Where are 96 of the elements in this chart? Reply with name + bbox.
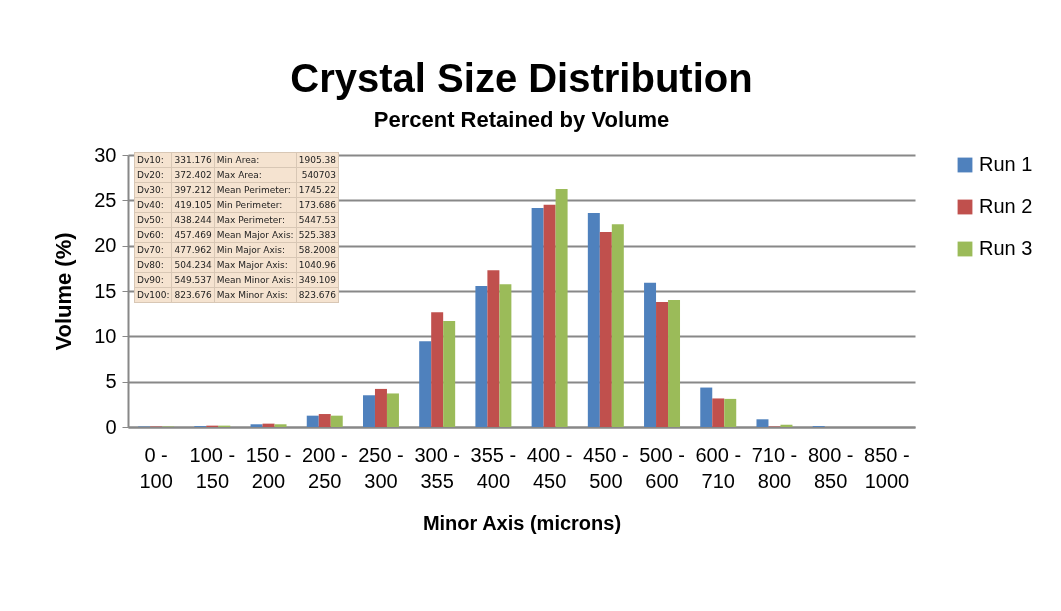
legend-label: Run 3 <box>979 237 1033 259</box>
annotation: Mean Minor Axis: <box>214 272 297 288</box>
annotation: 1905.38 <box>296 152 339 168</box>
y-axis-title: Volume (%) <box>51 232 77 351</box>
bar <box>318 414 331 427</box>
annotation: 173.686 <box>296 197 339 213</box>
x-tick-label: 450 - 500 <box>583 443 629 492</box>
x-tick-label: 850 - 1000 <box>864 443 910 492</box>
annotation: Dv80: <box>134 257 172 273</box>
y-tick-label: 20 <box>94 234 117 257</box>
x-tick-label: 250 - 300 <box>358 443 404 492</box>
x-tick-label: 100 - 150 <box>189 443 236 492</box>
annotation: 540703 <box>296 167 339 183</box>
annotation: Max Minor Axis: <box>214 287 297 303</box>
x-tick-label: 710 - 800 <box>751 443 798 492</box>
annotation: 823.676 <box>296 287 339 303</box>
annotation: 504.234 <box>171 257 215 273</box>
annotation: 58.2008 <box>296 242 339 258</box>
bar <box>611 224 624 427</box>
annotation: 419.105 <box>171 197 215 213</box>
bar <box>724 398 737 427</box>
annotation: 477.962 <box>171 242 215 258</box>
bar <box>700 387 713 427</box>
annotation: Mean Perimeter: <box>214 182 297 198</box>
annotation: Dv100: <box>134 287 172 303</box>
x-tick-label: 800 - 850 <box>807 443 854 492</box>
annotation: Dv50: <box>134 212 172 228</box>
x-axis-title: Minor Axis (microns) <box>422 511 622 534</box>
bar <box>431 312 444 427</box>
bar <box>543 204 556 427</box>
annotation: Dv70: <box>134 242 172 258</box>
y-tick-label: 0 <box>105 415 117 438</box>
annotation: Max Perimeter: <box>214 212 297 228</box>
annotation: Min Area: <box>214 152 297 168</box>
bar <box>419 341 432 427</box>
x-tick-label: 355 - 400 <box>470 443 517 492</box>
annotation: Dv90: <box>134 272 172 288</box>
bar <box>587 213 600 427</box>
annotation: 349.109 <box>296 272 339 288</box>
x-tick-label: 200 - 250 <box>301 443 348 492</box>
bar <box>386 393 399 427</box>
annotation: Min Major Axis: <box>214 242 297 258</box>
annotation: Min Perimeter: <box>214 197 297 213</box>
bar <box>656 301 669 427</box>
bar <box>475 286 488 427</box>
bar <box>374 388 387 427</box>
annotation: 331.176 <box>171 152 215 168</box>
bar <box>250 424 263 427</box>
bar <box>443 320 456 427</box>
annotation: 397.212 <box>171 182 215 198</box>
annotation: Max Area: <box>214 167 297 183</box>
bar <box>499 284 512 427</box>
bar <box>668 300 681 427</box>
legend-label: Run 1 <box>979 153 1033 175</box>
bar <box>555 189 568 427</box>
annotation: 1040.96 <box>296 257 339 273</box>
bar <box>274 424 287 427</box>
x-tick-label: 400 - 450 <box>526 443 573 492</box>
legend-label: Run 2 <box>979 195 1033 217</box>
chart-subtitle: Percent Retained by Volume <box>373 107 670 132</box>
annotation: 549.537 <box>171 272 215 288</box>
annotation: 1745.22 <box>296 182 339 198</box>
bar <box>531 208 544 427</box>
annotation: Dv40: <box>134 197 172 213</box>
bar <box>599 232 612 427</box>
bar <box>712 398 725 427</box>
y-tick-label: 5 <box>105 370 117 393</box>
annotation: 438.244 <box>171 212 215 228</box>
annotation: Dv30: <box>134 182 172 198</box>
annotation: 823.676 <box>171 287 215 303</box>
bar <box>330 415 343 427</box>
x-tick-label: 600 - 710 <box>695 443 742 492</box>
y-tick-label: 25 <box>94 188 117 211</box>
x-tick-label: 500 - 600 <box>639 443 685 492</box>
annotation: Dv60: <box>134 227 172 243</box>
bar <box>756 419 769 427</box>
y-tick-label: 10 <box>94 324 117 347</box>
chart-title: Crystal Size Distribution <box>290 56 753 100</box>
x-tick-label: 0 - 100 <box>139 443 173 492</box>
bar <box>262 423 275 427</box>
annotation: Max Major Axis: <box>214 257 297 273</box>
bar <box>306 415 319 427</box>
y-tick-label: 30 <box>94 143 117 166</box>
y-tick-label: 15 <box>94 279 117 302</box>
annotation: 525.383 <box>296 227 339 243</box>
bar <box>644 282 657 427</box>
annotation: Dv20: <box>134 167 172 183</box>
annotation: 457.469 <box>171 227 215 243</box>
annotation: 372.402 <box>171 167 215 183</box>
annotation: Dv10: <box>134 152 172 168</box>
x-tick-label: 300 - 355 <box>414 443 460 492</box>
annotation: 5447.53 <box>296 212 339 228</box>
bar <box>362 395 375 427</box>
bar <box>487 270 500 427</box>
annotation: Mean Major Axis: <box>214 227 297 243</box>
x-tick-label: 150 - 200 <box>245 443 292 492</box>
